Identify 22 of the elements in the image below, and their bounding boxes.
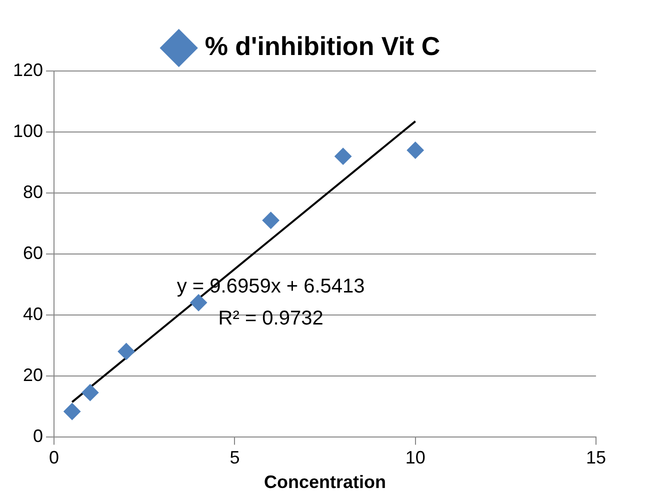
x-tick-label: 0 [49, 448, 60, 468]
point [118, 342, 135, 360]
y-tick-label: 100 [12, 120, 44, 141]
point [406, 142, 424, 159]
y-tick-label: 20 [23, 364, 44, 385]
annotation: y = 9.6959x + 6.5413 [176, 275, 365, 298]
y-tick-label: 120 [12, 60, 44, 80]
y-tick-label: 0 [33, 426, 44, 446]
y-tick-label: 60 [23, 242, 44, 263]
x-tick-label: 15 [586, 448, 606, 468]
x-tick-label: 10 [405, 448, 426, 468]
point [190, 294, 208, 312]
y-tick-label: 40 [23, 304, 44, 324]
point [334, 148, 352, 165]
point [262, 212, 280, 229]
point [64, 403, 81, 420]
y-tick-label: 80 [23, 182, 44, 202]
x-axis-title: Concentration [264, 472, 386, 492]
x-tick-label: 5 [230, 448, 240, 468]
point [82, 384, 99, 402]
annotation: R² = 0.9732 [218, 307, 324, 330]
legend-label: % d'inhibition Vit C [204, 31, 440, 62]
